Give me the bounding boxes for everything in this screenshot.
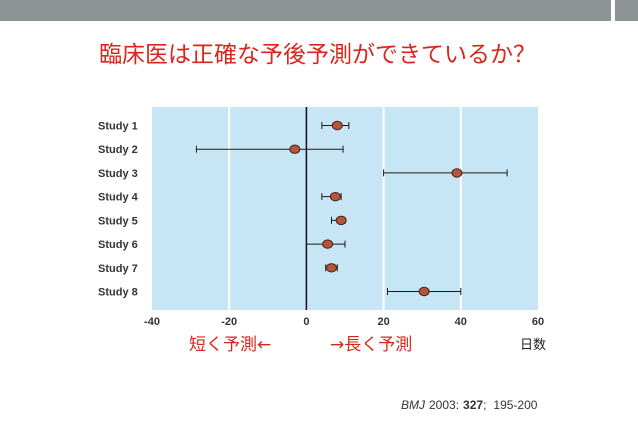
study-label: Study 7 (98, 263, 138, 275)
longer-prediction-label: →長く予測 (330, 335, 413, 355)
x-tick-label: 40 (455, 316, 467, 328)
slide-title: 臨床医は正確な予後予測ができているか？ (99, 42, 536, 68)
point-estimate (329, 191, 341, 202)
point-estimate (322, 239, 334, 249)
top-accent-bar (0, 0, 611, 21)
study-label: Study 3 (98, 168, 138, 180)
citation-volume-separator: ; (483, 398, 487, 412)
citation: BMJ 2003: 327; 195-200 (401, 397, 537, 413)
citation-pages: 195-200 (493, 398, 538, 412)
top-accent-bar-end (615, 0, 638, 21)
study-label: Study 1 (98, 121, 138, 133)
study-row: Study 7 (98, 263, 338, 275)
study-label: Study 5 (98, 215, 138, 227)
forest-plot: Study 1 Study 2 Study 3 Study 4 Study 5 Study… (98, 107, 544, 328)
citation-year: 2003: (429, 398, 460, 412)
study-label: Study 4 (98, 192, 139, 204)
study-label: Study 6 (98, 239, 138, 251)
study-row: Study 6 (98, 239, 346, 251)
plot-background (152, 107, 538, 310)
x-axis-unit-label: 日数 (520, 338, 547, 353)
point-estimate (289, 144, 301, 154)
study-row: Study 8 (98, 286, 462, 299)
x-tick-label: 20 (377, 316, 389, 328)
study-row: Study 3 (98, 168, 508, 180)
point-estimate (331, 120, 343, 131)
x-tick-label: 60 (532, 316, 544, 328)
x-tick-label: 0 (303, 316, 309, 328)
shorter-prediction-label: 短く予測← (189, 335, 272, 355)
x-tick-label: -40 (144, 316, 160, 328)
study-label: Study 8 (98, 287, 138, 299)
study-row: Study 4 (98, 191, 342, 204)
study-label: Study 2 (98, 144, 138, 156)
point-estimate (451, 168, 463, 178)
citation-volume: 327 (463, 398, 484, 412)
point-estimate (335, 215, 347, 226)
point-estimate (418, 286, 430, 297)
point-estimate (325, 263, 337, 273)
study-row: Study 5 (98, 215, 347, 227)
citation-journal: BMJ (401, 398, 425, 412)
x-tick-label: -20 (221, 316, 237, 328)
study-row: Study 1 (98, 120, 350, 133)
study-row: Study 2 (98, 144, 344, 156)
